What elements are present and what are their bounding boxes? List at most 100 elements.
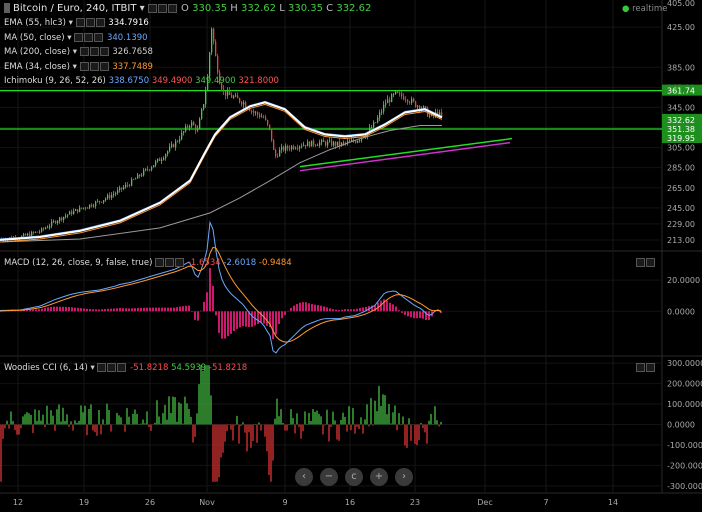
candle-body (405, 99, 407, 101)
candle-body (423, 106, 425, 108)
candle-body (227, 90, 229, 96)
candle-body (153, 165, 155, 168)
candle-body (259, 114, 261, 118)
candle-body (99, 200, 101, 202)
candle-body (55, 221, 57, 224)
candle-body (147, 168, 149, 170)
chart-settings-button[interactable] (147, 3, 157, 13)
ohlc-open: O 330.35 (181, 3, 228, 14)
candle-body (347, 141, 349, 143)
scroll-right-button[interactable]: › (395, 468, 413, 486)
candle-body (357, 140, 359, 143)
candle-body (197, 128, 199, 131)
indicator-ichimoku[interactable]: Ichimoku (9, 26, 52, 26) 338.6750 349.49… (4, 76, 279, 86)
candle-body (27, 233, 29, 236)
cci-tick-label: -200.0000 (667, 461, 702, 470)
cci-tick-label: -100.0000 (667, 441, 702, 450)
candle-body (77, 209, 79, 212)
ema34-line (0, 103, 443, 243)
candle-body (173, 144, 175, 148)
candle-body (35, 231, 37, 233)
indicator-ema55[interactable]: EMA (55, hlc3) ▾ 334.7916 (4, 18, 149, 28)
candle-body (189, 126, 191, 128)
candle-body (121, 187, 123, 190)
x-tick-label: 7 (543, 498, 548, 507)
scroll-left-button[interactable]: ‹ (295, 468, 313, 486)
cci-legend[interactable]: Woodies CCI (6, 14) ▾ -51.8218 54.5939 -… (4, 363, 248, 373)
candle-body (63, 216, 65, 220)
cci-tick-label: 300.0000 (667, 359, 702, 368)
x-tick-label: 23 (410, 498, 420, 507)
candle-body (139, 174, 141, 177)
reset-chart-button[interactable]: c (345, 468, 363, 486)
candle-body (313, 140, 315, 145)
candle-body (333, 142, 335, 146)
candle-body (287, 145, 289, 149)
symbol-header[interactable]: Bitcoin / Euro, 240, ITBIT ▾ O 330.35 H … (4, 3, 371, 14)
candle-body (53, 221, 55, 222)
price-tick-label: 213.00 (667, 236, 695, 245)
candle-body (223, 89, 225, 92)
macd-legend[interactable]: MACD (12, 26, close, 9, false, true) -1.… (4, 258, 292, 268)
candle-body (339, 141, 341, 146)
candle-body (433, 114, 435, 116)
cci-pane-controls[interactable] (636, 363, 656, 374)
candle-body (273, 140, 275, 151)
candle-body (289, 148, 291, 150)
candle-body (51, 221, 53, 226)
candle-body (285, 145, 287, 151)
candle-body (309, 141, 311, 147)
ohlc-close: C 332.62 (326, 3, 372, 14)
ema55-line (0, 101, 443, 241)
candle-body (239, 98, 241, 103)
candle-body (391, 94, 393, 102)
candle-body (157, 158, 159, 162)
chart-hide-button[interactable] (157, 3, 167, 13)
candle-body (331, 140, 333, 146)
chart-close-button[interactable] (167, 3, 177, 13)
zoom-out-button[interactable]: − (320, 468, 338, 486)
candle-body (295, 148, 297, 150)
candle-body (33, 232, 35, 233)
candle-body (235, 95, 237, 97)
indicator-ema34[interactable]: EMA (34, close) ▾ 337.7489 (4, 62, 153, 72)
candle-body (301, 146, 303, 147)
candle-body (201, 109, 203, 119)
candle-body (249, 108, 251, 112)
candle-body (253, 111, 255, 113)
price-tick-label: 425.00 (667, 23, 695, 32)
candle-body (293, 146, 295, 149)
macd-pane-controls[interactable] (636, 258, 656, 269)
candle-body (305, 144, 307, 147)
candle-body (341, 142, 343, 146)
indicator-ma200[interactable]: MA (200, close) ▾ 326.7658 (4, 47, 153, 57)
candle-body (183, 131, 185, 133)
candle-body (161, 159, 163, 162)
candle-body (29, 233, 31, 237)
candle-body (109, 195, 111, 198)
candle-body (277, 156, 279, 158)
zoom-in-button[interactable]: + (370, 468, 388, 486)
candle-body (47, 227, 49, 229)
candle-body (307, 141, 309, 147)
candle-body (359, 140, 361, 141)
candle-body (23, 234, 25, 236)
price-tick-label: 285.00 (667, 164, 695, 173)
realtime-dot-icon: ● (622, 4, 630, 14)
candle-body (107, 195, 109, 199)
chevron-down-icon[interactable]: ▾ (136, 3, 148, 14)
candle-body (101, 201, 103, 203)
candle-body (251, 111, 253, 112)
candle-body (413, 98, 415, 102)
candle-body (129, 185, 131, 186)
trendline (299, 137, 513, 168)
x-tick-label: 12 (13, 498, 23, 507)
candle-body (75, 209, 77, 211)
candle-body (145, 168, 147, 171)
candle-body (57, 221, 59, 224)
candle-body (85, 207, 87, 209)
indicator-ma50[interactable]: MA (50, close) ▾ 340.1390 (4, 33, 148, 43)
candle-body (415, 101, 417, 107)
candle-body (165, 154, 167, 159)
